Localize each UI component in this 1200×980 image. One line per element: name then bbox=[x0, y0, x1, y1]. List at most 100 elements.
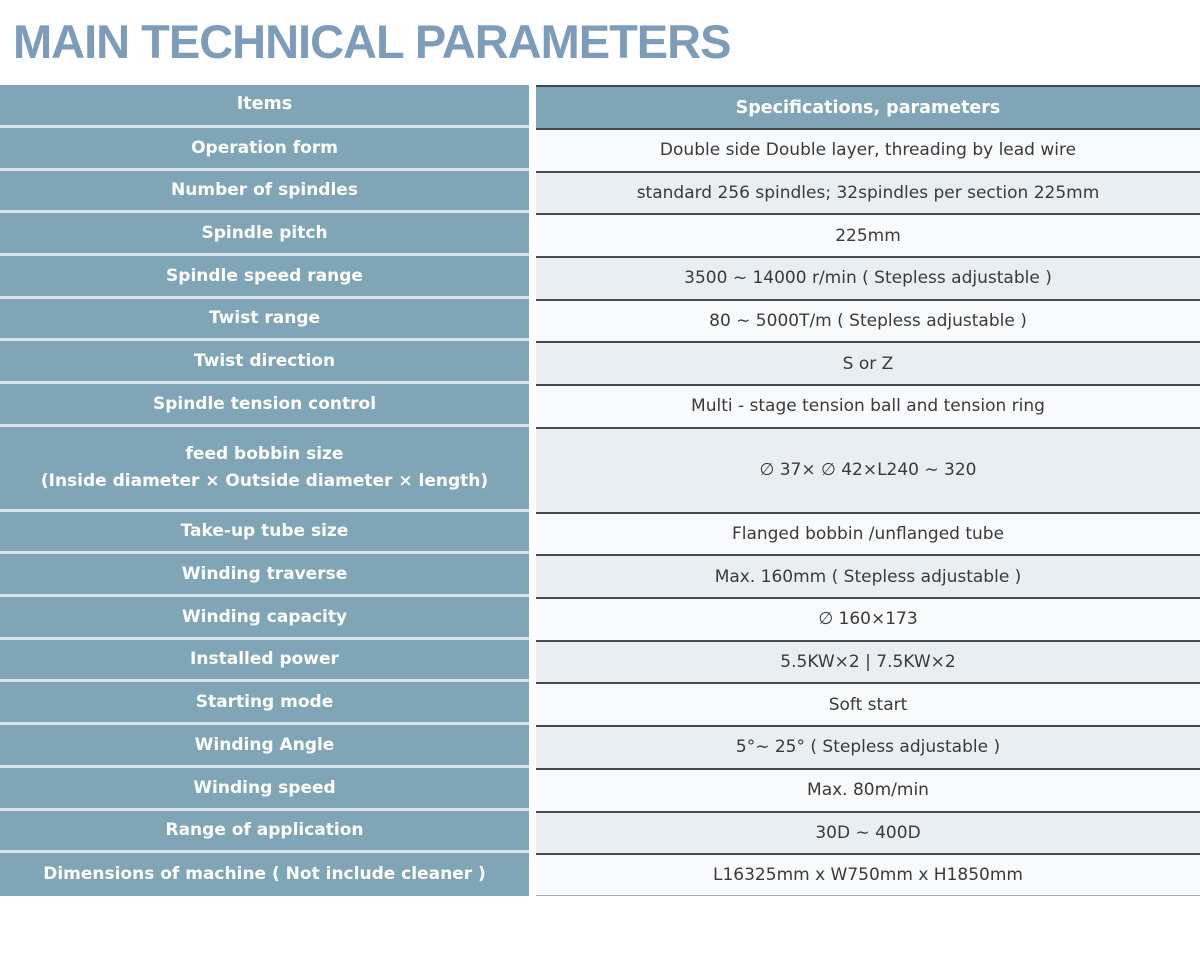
item-label: Winding Angle bbox=[194, 734, 335, 755]
value-cell: Max. 80m/min bbox=[536, 767, 1200, 811]
column-gap bbox=[529, 725, 536, 768]
item-cell: feed bobbin size (Inside diameter × Outsi… bbox=[0, 426, 529, 512]
item-cell: Winding Angle bbox=[0, 725, 529, 768]
item-label-line2: (Inside diameter × Outside diameter × le… bbox=[40, 470, 489, 491]
item-label: Number of spindles bbox=[171, 180, 358, 201]
column-gap bbox=[529, 597, 536, 640]
value-cell: ∅ 37× ∅ 42×L240 ∼ 320 bbox=[536, 426, 1200, 512]
value-cell: 80 ∼ 5000T/m ( Stepless adjustable ) bbox=[536, 298, 1200, 342]
table-header-row: Items Specifications, parameters bbox=[0, 85, 1200, 128]
column-gap bbox=[529, 85, 536, 128]
item-cell: Installed power bbox=[0, 639, 529, 683]
table-row: Winding traverse Max. 160mm ( Stepless a… bbox=[0, 554, 1200, 598]
column-gap bbox=[529, 298, 536, 342]
page-title: MAIN TECHNICAL PARAMETERS bbox=[13, 15, 731, 68]
item-cell: Winding speed bbox=[0, 767, 529, 811]
item-label: Dimensions of machine ( Not include clea… bbox=[43, 864, 486, 885]
item-label: Take-up tube size bbox=[180, 521, 349, 542]
value-text: Max. 160mm ( Stepless adjustable ) bbox=[714, 566, 1022, 587]
value-cell: Flanged bobbin /unflanged tube bbox=[536, 511, 1200, 555]
column-gap bbox=[529, 426, 536, 512]
item-cell: Twist range bbox=[0, 298, 529, 342]
table-row: Winding Angle 5°∼ 25° ( Stepless adjusta… bbox=[0, 725, 1200, 768]
table-row: Take-up tube size Flanged bobbin /unflan… bbox=[0, 511, 1200, 555]
table-row: Starting mode Soft start bbox=[0, 682, 1200, 726]
value-text: S or Z bbox=[842, 353, 894, 374]
item-label: Spindle pitch bbox=[201, 223, 328, 244]
column-gap bbox=[529, 128, 536, 171]
column-gap bbox=[529, 853, 536, 896]
item-label: Winding capacity bbox=[181, 606, 348, 627]
table-row: Winding speed Max. 80m/min bbox=[0, 767, 1200, 811]
column-gap bbox=[529, 511, 536, 555]
item-label: Winding speed bbox=[193, 777, 336, 798]
value-text: L16325mm x W750mm x H1850mm bbox=[713, 865, 1023, 886]
value-text: ∅ 160×173 bbox=[818, 609, 918, 630]
item-label: Starting mode bbox=[195, 692, 334, 713]
table-row: Number of spindles standard 256 spindles… bbox=[0, 170, 1200, 214]
item-label: Winding traverse bbox=[181, 564, 348, 585]
column-gap bbox=[529, 256, 536, 299]
item-label: feed bobbin size bbox=[185, 444, 344, 465]
value-cell: 5°∼ 25° ( Stepless adjustable ) bbox=[536, 725, 1200, 768]
table-row: Spindle speed range 3500 ~ 14000 r/min (… bbox=[0, 256, 1200, 299]
value-cell: ∅ 160×173 bbox=[536, 597, 1200, 640]
table-row: Spindle tension control Multi - stage te… bbox=[0, 384, 1200, 427]
item-cell: Twist direction bbox=[0, 341, 529, 385]
item-cell: Operation form bbox=[0, 128, 529, 171]
column-gap bbox=[529, 341, 536, 385]
value-text: 3500 ~ 14000 r/min ( Stepless adjustable… bbox=[684, 268, 1052, 289]
header-specs-label: Specifications, parameters bbox=[735, 97, 1001, 118]
item-cell: Range of application bbox=[0, 810, 529, 854]
value-text: 30D ∼ 400D bbox=[815, 822, 921, 843]
parameters-table: Items Specifications, parameters Operati… bbox=[0, 85, 1200, 896]
item-cell: Winding traverse bbox=[0, 554, 529, 598]
item-label: Spindle speed range bbox=[166, 265, 363, 286]
value-text: Double side Double layer, threading by l… bbox=[659, 140, 1077, 161]
item-label: Spindle tension control bbox=[152, 393, 377, 414]
value-cell: Multi - stage tension ball and tension r… bbox=[536, 384, 1200, 427]
table-body: Operation form Double side Double layer,… bbox=[0, 128, 1200, 896]
value-cell: 225mm bbox=[536, 213, 1200, 257]
table-row: Twist direction S or Z bbox=[0, 341, 1200, 385]
column-gap bbox=[529, 554, 536, 598]
table-row: feed bobbin size (Inside diameter × Outsi… bbox=[0, 426, 1200, 512]
value-text: 5°∼ 25° ( Stepless adjustable ) bbox=[735, 737, 1001, 758]
table-row: Spindle pitch 225mm bbox=[0, 213, 1200, 257]
item-label: Operation form bbox=[191, 137, 338, 158]
table-row: Dimensions of machine ( Not include clea… bbox=[0, 853, 1200, 896]
value-text: 80 ∼ 5000T/m ( Stepless adjustable ) bbox=[709, 311, 1027, 332]
value-text: standard 256 spindles; 32spindles per se… bbox=[636, 183, 1100, 204]
value-cell: 30D ∼ 400D bbox=[536, 810, 1200, 854]
value-cell: 3500 ~ 14000 r/min ( Stepless adjustable… bbox=[536, 256, 1200, 299]
item-cell: Number of spindles bbox=[0, 170, 529, 214]
header-items-cell: Items bbox=[0, 85, 529, 128]
value-text: ∅ 37× ∅ 42×L240 ∼ 320 bbox=[759, 460, 977, 481]
table-row: Installed power 5.5KW×2 | 7.5KW×2 bbox=[0, 639, 1200, 683]
value-cell: Double side Double layer, threading by l… bbox=[536, 128, 1200, 171]
item-label: Twist direction bbox=[193, 351, 336, 372]
item-cell: Winding capacity bbox=[0, 597, 529, 640]
item-label: Twist range bbox=[208, 308, 321, 329]
item-cell: Dimensions of machine ( Not include clea… bbox=[0, 853, 529, 896]
value-text: Flanged bobbin /unflanged tube bbox=[731, 524, 1005, 545]
item-cell: Spindle pitch bbox=[0, 213, 529, 257]
column-gap bbox=[529, 767, 536, 811]
column-gap bbox=[529, 810, 536, 854]
item-cell: Starting mode bbox=[0, 682, 529, 726]
item-label: Installed power bbox=[190, 649, 339, 670]
value-cell: S or Z bbox=[536, 341, 1200, 385]
item-label: Range of application bbox=[165, 820, 364, 841]
header-items-label: Items bbox=[236, 94, 293, 115]
header-specs-cell: Specifications, parameters bbox=[536, 85, 1200, 128]
item-cell: Spindle speed range bbox=[0, 256, 529, 299]
value-text: 5.5KW×2 | 7.5KW×2 bbox=[780, 652, 956, 673]
value-text: Soft start bbox=[828, 694, 908, 715]
value-cell: Soft start bbox=[536, 682, 1200, 726]
value-text: Multi - stage tension ball and tension r… bbox=[691, 396, 1045, 417]
table-row: Range of application 30D ∼ 400D bbox=[0, 810, 1200, 854]
table-row: Operation form Double side Double layer,… bbox=[0, 128, 1200, 171]
value-cell: L16325mm x W750mm x H1850mm bbox=[536, 853, 1200, 896]
value-cell: standard 256 spindles; 32spindles per se… bbox=[536, 170, 1200, 214]
column-gap bbox=[529, 384, 536, 427]
